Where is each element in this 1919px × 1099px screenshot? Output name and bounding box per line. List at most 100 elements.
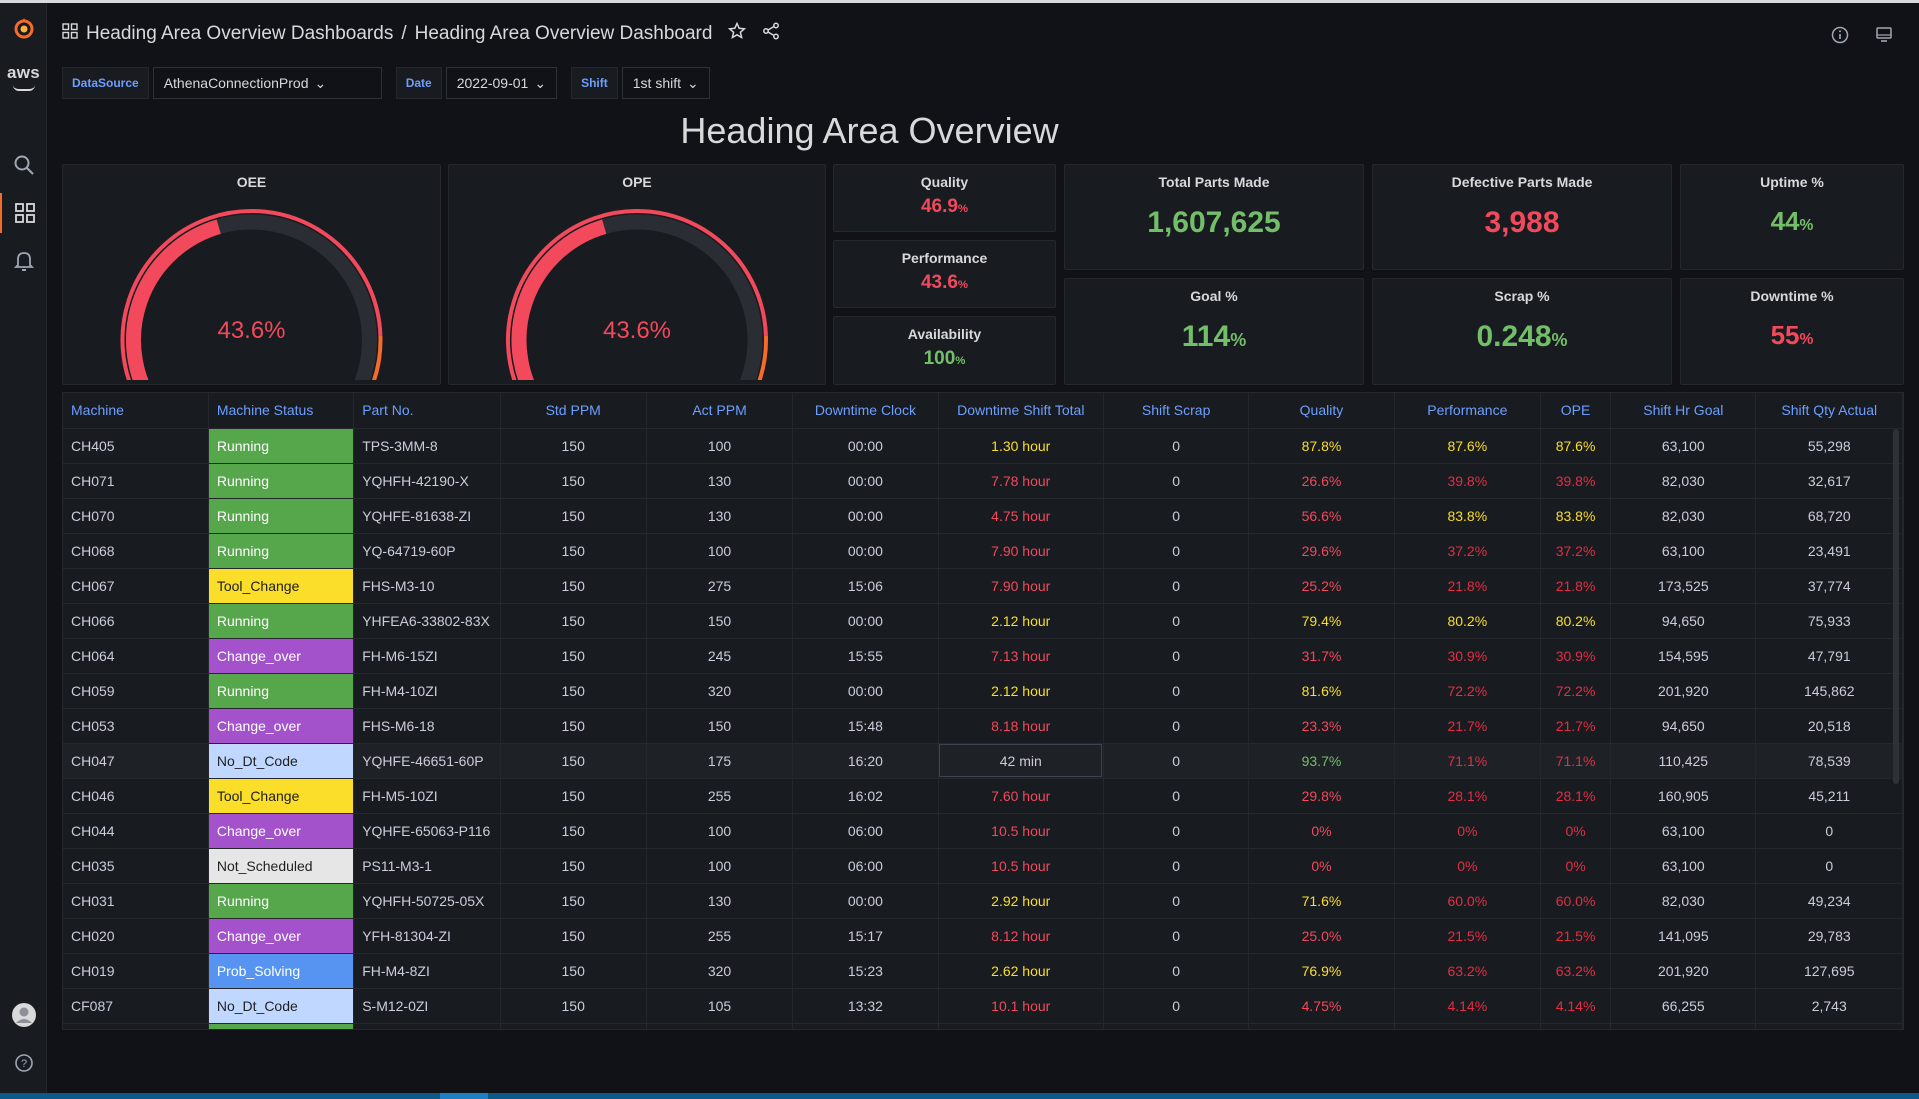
info-icon[interactable]: [1823, 20, 1857, 50]
quality-stat-panel[interactable]: Quality 46.9%: [833, 164, 1056, 232]
cell-machine: CH020: [63, 918, 209, 954]
table-row[interactable]: CH059 Running FH-M4-10ZI 150 320 00:00 2.12 ho…: [63, 673, 1903, 709]
cell-shift-hr-goal: 82,030: [1610, 498, 1757, 534]
cell-empty: [1394, 1023, 1541, 1029]
column-header-quality[interactable]: Quality: [1248, 393, 1395, 429]
date-variable-label: Date: [395, 67, 442, 99]
dashboards-icon[interactable]: [0, 193, 47, 233]
cell-performance: 0%: [1394, 848, 1541, 884]
cell-quality: 71.6%: [1248, 883, 1395, 919]
cell-shift-qty-actual: 49,234: [1755, 883, 1903, 919]
cell-performance: 71.1%: [1394, 743, 1541, 779]
total-parts-panel[interactable]: Total Parts Made 1,607,625: [1064, 164, 1364, 270]
cell-shift-qty-actual: 55,298: [1755, 428, 1903, 464]
cell-downtime-shift-total: 1.30 hour: [938, 428, 1104, 464]
table-row[interactable]: CH068 Running YQ-64719-60P 150 100 00:00 7.90 …: [63, 533, 1903, 569]
cell-part-no-: YQHFE-46651-60P: [353, 743, 501, 779]
availability-stat-panel[interactable]: Availability 100%: [833, 316, 1056, 385]
cell-std-ppm: 150: [500, 498, 647, 534]
cell-act-ppm: 275: [646, 568, 794, 604]
table-row[interactable]: CH053 Change_over FHS-M6-18 150 150 15:48 8.18…: [63, 708, 1903, 744]
table-row[interactable]: CH067 Tool_Change FHS-M3-10 150 275 15:06 7.90…: [63, 568, 1903, 604]
dashboards-grid-icon: [62, 23, 78, 45]
downtime-panel[interactable]: Downtime % 55%: [1680, 278, 1904, 385]
star-icon[interactable]: [728, 21, 747, 46]
uptime-panel[interactable]: Uptime % 44%: [1680, 164, 1904, 270]
cell-performance: 83.8%: [1394, 498, 1541, 534]
panel-title: Downtime %: [1750, 288, 1834, 304]
aws-logo[interactable]: aws: [6, 63, 41, 82]
cell-shift-qty-actual: 23,491: [1755, 533, 1903, 569]
table-row[interactable]: CH035 Not_Scheduled PS11-M3-1 150 100 06:00 10…: [63, 848, 1903, 884]
cell-machine: CH071: [63, 463, 209, 499]
header-actions: [1823, 20, 1901, 50]
column-header-ope[interactable]: OPE: [1540, 393, 1612, 429]
breadcrumb-dashboard[interactable]: Heading Area Overview Dashboard: [414, 23, 713, 44]
column-header-machine-status[interactable]: Machine Status: [208, 393, 355, 429]
column-header-downtime-shift-total[interactable]: Downtime Shift Total: [938, 393, 1104, 429]
table-row[interactable]: CH405 Running TPS-3MM-8 150 100 00:00 1.30 hou…: [63, 428, 1903, 464]
column-header-shift-qty-actual[interactable]: Shift Qty Actual: [1755, 393, 1903, 429]
table-scrollbar[interactable]: [1893, 429, 1899, 784]
share-icon[interactable]: [762, 22, 780, 46]
column-header-std-ppm[interactable]: Std PPM: [500, 393, 647, 429]
table-row[interactable]: CH019 Prob_Solving FH-M4-8ZI 150 320 15:23 2.6…: [63, 953, 1903, 989]
column-header-performance[interactable]: Performance: [1394, 393, 1541, 429]
ope-gauge-panel[interactable]: OPE 43.6%: [448, 164, 826, 417]
date-variable-select[interactable]: 2022-09-01 ⌄: [445, 67, 558, 99]
table-row[interactable]: CF087 No_Dt_Code S-M12-0ZI 150 105 13:32 10.1 …: [63, 988, 1903, 1024]
cell-std-ppm: 150: [500, 708, 647, 744]
cell-part-no-: PS11-M3-1: [353, 848, 501, 884]
column-header-shift-hr-goal[interactable]: Shift Hr Goal: [1610, 393, 1757, 429]
table-row[interactable]: CH031 Running YQHFH-50725-05X 150 130 00:00 2.…: [63, 883, 1903, 919]
cell-quality: 81.6%: [1248, 673, 1395, 709]
cell-ope: 60.0%: [1540, 883, 1612, 919]
breadcrumb-folder[interactable]: Heading Area Overview Dashboards: [86, 23, 394, 44]
column-header-act-ppm[interactable]: Act PPM: [646, 393, 794, 429]
cell-machine: CH019: [63, 953, 209, 989]
grafana-logo-icon[interactable]: [0, 9, 47, 49]
table-row[interactable]: CH044 Change_over YQHFE-65063-P116 150 100 06…: [63, 813, 1903, 849]
cell-machine: CH053: [63, 708, 209, 744]
datasource-variable-select[interactable]: AthenaConnectionProd ⌄: [152, 67, 382, 99]
cell-shift-qty-actual: 47,791: [1755, 638, 1903, 674]
table-row[interactable]: CH066 Running YHFEA6-33802-83X 150 150 00:00 2…: [63, 603, 1903, 639]
cell-downtime-clock: 06:00: [792, 813, 939, 849]
shift-variable-select[interactable]: 1st shift ⌄: [621, 67, 710, 99]
tv-mode-icon[interactable]: [1867, 20, 1901, 50]
column-header-downtime-clock[interactable]: Downtime Clock: [792, 393, 939, 429]
table-row[interactable]: CH046 Tool_Change FH-M5-10ZI 150 255 16:02 7.6…: [63, 778, 1903, 814]
oee-gauge-panel[interactable]: OEE 43.6%: [62, 164, 441, 417]
table-row[interactable]: CH047 No_Dt_Code YQHFE-46651-60P 150 175 16:2…: [63, 743, 1903, 779]
performance-stat-panel[interactable]: Performance 43.6%: [833, 240, 1056, 308]
cell-std-ppm: 150: [500, 463, 647, 499]
cell-shift-scrap: 0: [1103, 568, 1250, 604]
search-icon[interactable]: [0, 145, 47, 185]
defective-parts-panel[interactable]: Defective Parts Made 3,988: [1372, 164, 1672, 270]
scrap-panel[interactable]: Scrap % 0.248%: [1372, 278, 1672, 385]
cell-machine-status: Running: [208, 498, 355, 534]
cell-machine-status: Running: [208, 428, 355, 464]
goal-panel[interactable]: Goal % 114%: [1064, 278, 1364, 385]
cell-downtime-shift-total: 2.92 hour: [938, 883, 1104, 919]
cell-performance: 39.8%: [1394, 463, 1541, 499]
column-header-shift-scrap[interactable]: Shift Scrap: [1103, 393, 1250, 429]
cell-machine: CH046: [63, 778, 209, 814]
cell-quality: 93.7%: [1248, 743, 1395, 779]
oee-gauge: 43.6%: [120, 209, 383, 417]
machine-status-table-panel[interactable]: Machine Machine Status Part No. Std PPM Act …: [62, 392, 1904, 1030]
table-row[interactable]: CH070 Running YQHFE-81638-ZI 150 130 00:00 4.7…: [63, 498, 1903, 534]
cell-shift-qty-actual: 32,617: [1755, 463, 1903, 499]
table-row[interactable]: CH071 Running YQHFH-42190-X 150 130 00:00 7.78…: [63, 463, 1903, 499]
cell-shift-qty-actual: 2,743: [1755, 988, 1903, 1024]
table-row[interactable]: CH020 Change_over YFH-81304-ZI 150 255 15:17 8…: [63, 918, 1903, 954]
help-icon[interactable]: ?: [0, 1043, 47, 1083]
user-avatar[interactable]: [0, 995, 47, 1035]
column-header-machine[interactable]: Machine: [63, 393, 209, 429]
table-row[interactable]: CH064 Change_over FH-M6-15ZI 150 245 15:55 7.1…: [63, 638, 1903, 674]
cell-performance: 0%: [1394, 813, 1541, 849]
cell-quality: 23.3%: [1248, 708, 1395, 744]
alerting-bell-icon[interactable]: [0, 241, 47, 281]
column-header-part-no-[interactable]: Part No.: [353, 393, 501, 429]
bottom-bar: [0, 1093, 1919, 1099]
